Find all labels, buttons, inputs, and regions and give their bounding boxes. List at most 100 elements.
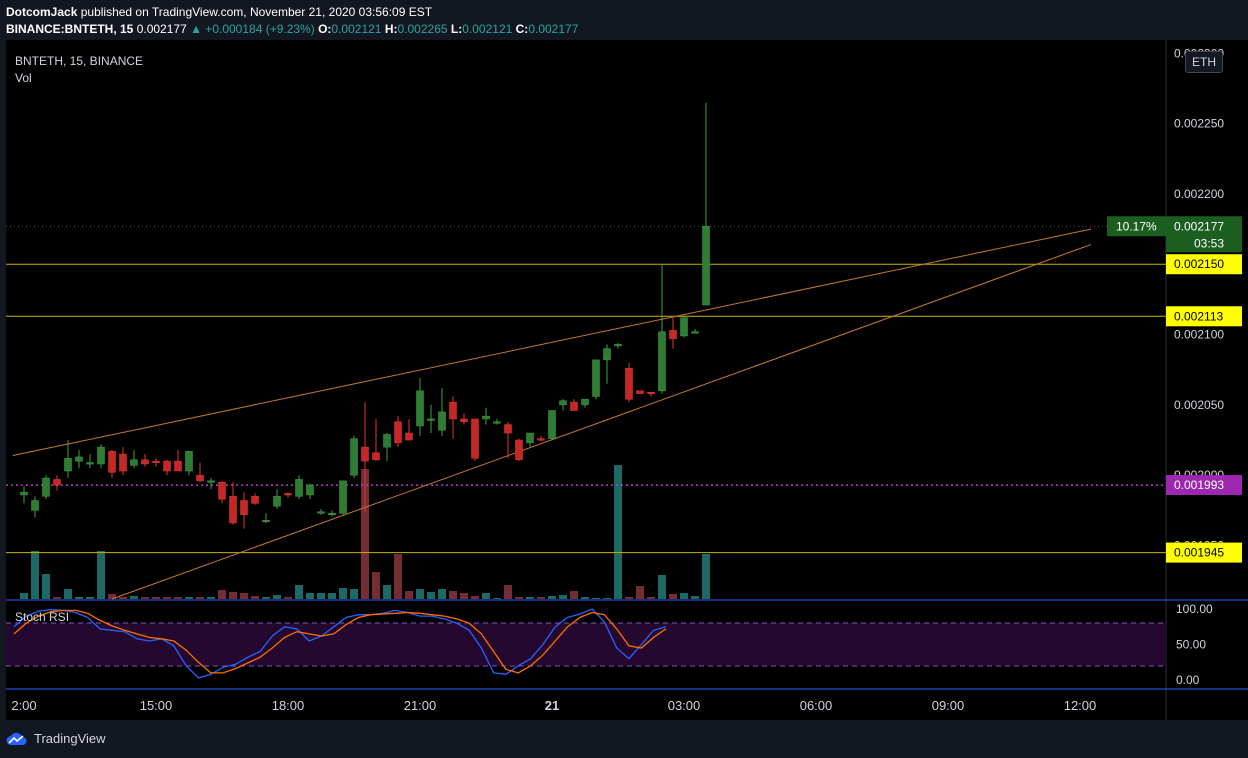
candle-body — [31, 500, 39, 511]
time-axis[interactable]: 2:00 15:00 18:00 21:00 21 03:00 06:00 09:00 12:0… — [11, 698, 1096, 713]
pct-label: 10.17% — [1116, 219, 1157, 233]
stoch-rsi-legend[interactable]: Stoch RSI — [15, 610, 70, 624]
price-tick: 0.002250 — [1174, 117, 1224, 131]
volume-bar — [273, 595, 281, 599]
volume-bar — [328, 593, 336, 599]
volume-bar — [405, 591, 413, 599]
volume-bar — [394, 554, 402, 599]
candle-body — [537, 438, 545, 441]
candle-body — [603, 348, 611, 361]
time-tick: 03:00 — [668, 698, 701, 713]
volume-bar — [647, 597, 655, 599]
candle-body — [240, 500, 248, 515]
vol-legend[interactable]: Vol — [15, 71, 32, 85]
candle-body — [185, 451, 193, 472]
rsi-tick: 50.00 — [1176, 638, 1206, 652]
volume-bar — [460, 593, 468, 599]
candle-body — [273, 496, 281, 507]
price-labels: 0.002150 0.002113 0.001993 0.001945 10.17% 0.… — [1107, 216, 1242, 563]
candle-body — [174, 460, 182, 472]
volume-bar — [361, 469, 369, 599]
volume-bar — [702, 554, 710, 599]
publish-header: DotcomJack published on TradingView.com,… — [6, 5, 432, 19]
candle-body — [196, 474, 204, 482]
chart-background — [6, 40, 1166, 720]
candle-body — [284, 493, 292, 496]
time-tick: 09:00 — [932, 698, 965, 713]
candle-body — [130, 459, 138, 466]
volume-bar — [625, 597, 633, 599]
volume-bar — [559, 595, 567, 599]
volume-bar — [229, 592, 237, 599]
volume-bar — [53, 597, 61, 599]
price-tick: 0.002100 — [1174, 328, 1224, 342]
tradingview-logo[interactable]: TradingView — [6, 731, 106, 746]
candle-body — [383, 434, 391, 448]
level-label-bg — [1166, 475, 1242, 496]
candle-body — [328, 512, 336, 515]
volume-bar — [482, 593, 490, 599]
trendline[interactable] — [12, 228, 1092, 457]
rsi-tick: 100.00 — [1176, 602, 1213, 616]
volume-bar — [86, 597, 94, 599]
volume-bar — [152, 597, 160, 599]
open-label: O: — [318, 22, 332, 36]
candle-body — [394, 421, 402, 444]
symbol-legend[interactable]: BNTETH, 15, BINANCE — [15, 54, 144, 68]
trendlines[interactable] — [12, 228, 1092, 600]
volume-bar — [383, 585, 391, 599]
candle-body — [570, 401, 578, 411]
candle-body — [526, 432, 534, 444]
time-tick: 06:00 — [800, 698, 833, 713]
currency-button[interactable]: ETH — [1185, 51, 1223, 73]
symbol-full: BINANCE:BNTETH, 15 — [6, 22, 134, 36]
trendline[interactable] — [111, 244, 1092, 600]
candle-body — [581, 399, 589, 406]
candle-body — [229, 496, 237, 524]
candle-body — [438, 411, 446, 431]
volume-bar — [449, 591, 457, 599]
volume-bar — [680, 593, 688, 599]
volume-bar — [592, 598, 600, 599]
level-label: 0.001993 — [1174, 478, 1224, 492]
last-price-label-bg — [1166, 216, 1242, 253]
candle-body — [141, 459, 149, 465]
candle-body — [372, 452, 380, 460]
time-tick: 15:00 — [140, 698, 173, 713]
rsi-axis: 100.00 50.00 0.00 — [1176, 602, 1213, 687]
candle-body — [647, 391, 655, 394]
time-tick: 21:00 — [404, 698, 437, 713]
candle-body — [218, 482, 226, 500]
candle-body — [75, 456, 83, 462]
volume-bar — [350, 589, 358, 599]
volume-bar — [31, 551, 39, 599]
volume-bar — [306, 593, 314, 599]
candle-body — [658, 331, 666, 392]
candle-body — [306, 484, 314, 496]
candle-body — [416, 390, 424, 427]
volume-bar — [603, 598, 611, 599]
candle-body — [262, 519, 270, 522]
candle-body — [636, 390, 644, 394]
volume-bar — [339, 588, 347, 599]
publisher-name[interactable]: DotcomJack — [6, 5, 78, 19]
volume-bar — [207, 597, 215, 599]
volume-bar — [75, 597, 83, 599]
candle-body — [614, 344, 622, 347]
price-tick: 0.002050 — [1174, 398, 1224, 412]
volume-bar — [119, 597, 127, 599]
volume-bar — [427, 592, 435, 599]
candle-body — [317, 511, 325, 514]
volume-bar — [691, 596, 699, 599]
volume-bar — [108, 594, 116, 599]
volume-bar — [669, 594, 677, 599]
ohlc-header: BINANCE:BNTETH, 15 0.002177 ▲ +0.000184 … — [6, 22, 578, 36]
volume-bar — [262, 597, 270, 599]
candle-body — [97, 446, 105, 465]
candle-body — [625, 368, 633, 400]
close-label: C: — [515, 22, 529, 36]
candle-body — [86, 462, 94, 465]
rsi-tick: 0.00 — [1176, 673, 1200, 687]
high-value: 0.002265 — [397, 22, 448, 36]
